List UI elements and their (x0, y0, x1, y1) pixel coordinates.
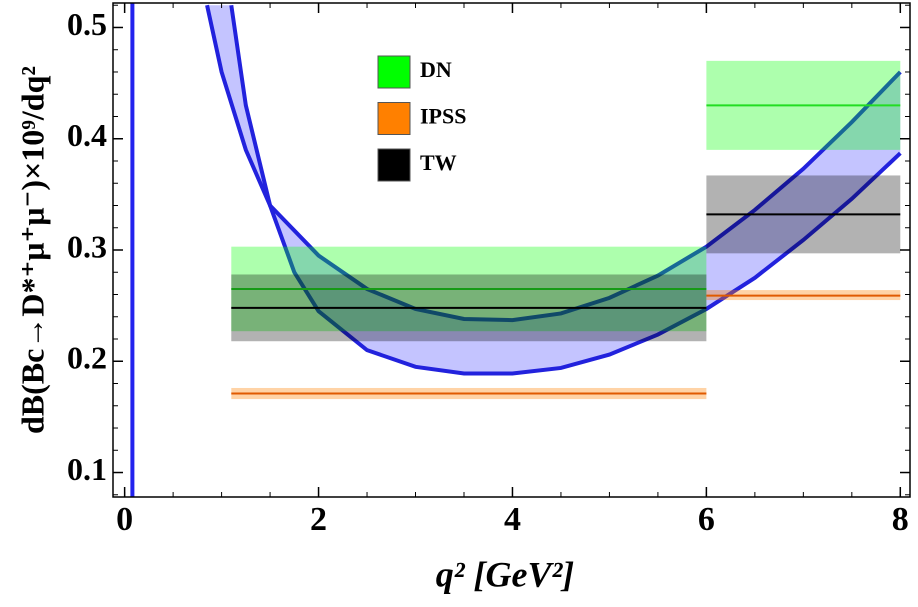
y-tick-label: 0.4 (67, 117, 107, 153)
legend-label: IPSS (420, 104, 466, 129)
x-tick-label: 4 (504, 501, 521, 538)
legend-swatch (377, 55, 411, 89)
x-tick-label: 2 (310, 501, 327, 538)
y-axis-label: dB(Bc→D*⁺μ⁺μ⁻)×10⁹/dq² (14, 66, 50, 434)
y-tick-label: 0.3 (67, 228, 107, 264)
legend-label: DN (420, 57, 452, 82)
x-tick-label: 6 (698, 501, 715, 538)
legend-swatch (377, 102, 411, 135)
x-axis-label: q² [GeV²] (436, 554, 575, 594)
y-tick-label: 0.2 (67, 340, 107, 376)
band-upper-curve (205, 4, 902, 323)
y-tick-label: 0.1 (67, 451, 107, 487)
band-fill (207, 5, 901, 374)
plot-area (130, 3, 902, 497)
x-tick-label: 8 (892, 501, 909, 538)
x-tick-label: 0 (116, 501, 133, 538)
y-tick-label: 0.5 (67, 6, 107, 42)
band-lower-curve (229, 4, 902, 376)
legend-label: TW (420, 150, 457, 175)
legend-swatch (377, 148, 411, 182)
